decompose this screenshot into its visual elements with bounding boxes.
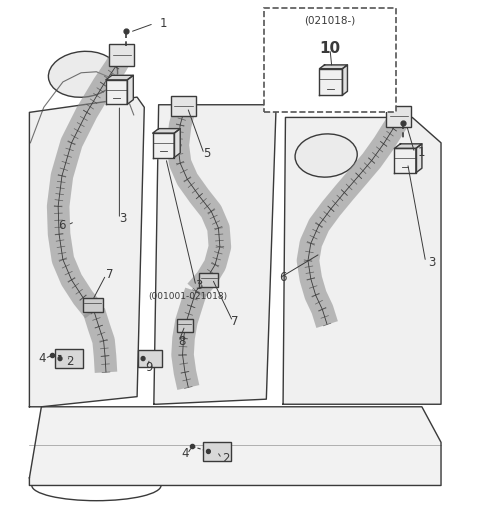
Polygon shape	[106, 75, 133, 80]
Text: (001001-021018): (001001-021018)	[148, 292, 227, 301]
FancyBboxPatch shape	[109, 44, 134, 66]
Text: 9: 9	[145, 361, 153, 374]
Text: 10: 10	[319, 41, 340, 56]
Polygon shape	[320, 65, 348, 69]
Text: 5: 5	[203, 148, 210, 160]
Polygon shape	[283, 118, 441, 404]
Circle shape	[58, 356, 62, 360]
Text: 6: 6	[279, 271, 287, 284]
Text: 3: 3	[119, 212, 126, 225]
Ellipse shape	[295, 134, 357, 177]
Polygon shape	[395, 149, 416, 173]
Polygon shape	[153, 133, 174, 158]
Text: 6: 6	[58, 218, 66, 232]
Text: (021018-): (021018-)	[304, 16, 356, 26]
Text: 2: 2	[66, 355, 74, 367]
Polygon shape	[29, 407, 441, 486]
Text: 2: 2	[222, 452, 229, 465]
Text: 3: 3	[196, 279, 203, 293]
Circle shape	[206, 449, 210, 454]
FancyBboxPatch shape	[55, 349, 83, 369]
Text: 1: 1	[160, 17, 167, 30]
Polygon shape	[153, 129, 180, 133]
Polygon shape	[416, 144, 422, 173]
Bar	[83, 298, 103, 313]
Text: 7: 7	[106, 268, 114, 281]
Text: 7: 7	[231, 315, 239, 328]
Bar	[199, 273, 218, 287]
Polygon shape	[320, 69, 342, 95]
FancyBboxPatch shape	[138, 350, 162, 367]
Text: 4: 4	[38, 352, 46, 365]
Text: 3: 3	[428, 256, 435, 269]
FancyBboxPatch shape	[171, 96, 196, 116]
Polygon shape	[174, 129, 180, 158]
Polygon shape	[342, 65, 348, 95]
FancyBboxPatch shape	[386, 106, 411, 127]
Polygon shape	[106, 80, 127, 104]
Polygon shape	[154, 105, 276, 404]
Circle shape	[141, 356, 145, 360]
Text: 8: 8	[178, 335, 185, 348]
Text: 4: 4	[181, 447, 189, 461]
Text: 1: 1	[418, 147, 426, 159]
FancyBboxPatch shape	[264, 8, 396, 112]
Ellipse shape	[48, 51, 118, 97]
Polygon shape	[29, 97, 144, 407]
FancyBboxPatch shape	[203, 441, 231, 461]
Polygon shape	[127, 75, 133, 104]
Bar	[177, 319, 193, 332]
Polygon shape	[395, 144, 422, 149]
